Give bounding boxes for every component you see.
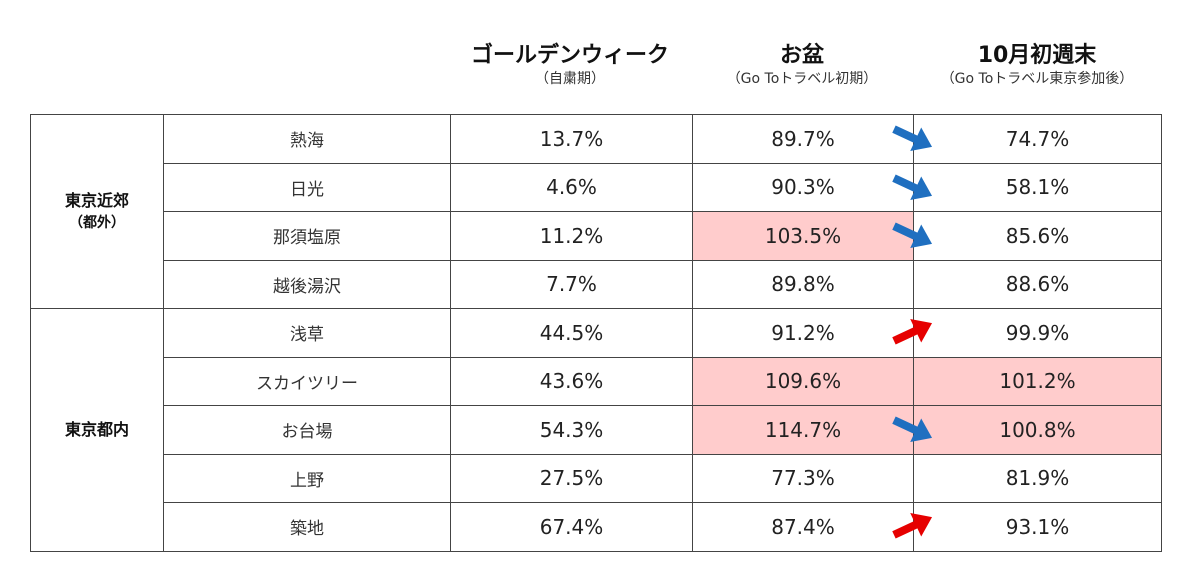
arrow-down-right-icon: [892, 416, 933, 443]
table-row: 築地 67.4% 87.4% 93.1%: [31, 502, 1162, 552]
oct-value-cell: 74.7%: [913, 114, 1162, 164]
gw-value-cell: 4.6%: [450, 162, 693, 212]
table-row: 日光 4.6% 90.3% 58.1%: [31, 162, 1162, 212]
location-name-cell: 熱海: [163, 114, 451, 164]
group-label: 東京都内: [64, 419, 129, 439]
location-name-cell: 上野: [163, 453, 451, 503]
header-gw-title: ゴールデンウィーク: [470, 43, 669, 68]
oct-value-cell: 85.6%: [913, 211, 1162, 261]
gw-value-cell: 43.6%: [450, 356, 693, 406]
obon-value-cell: 103.5%: [692, 211, 914, 261]
arrow-up-right-icon: [892, 513, 933, 539]
obon-value-cell: 89.8%: [692, 259, 914, 309]
location-name-cell: 築地: [163, 502, 451, 552]
obon-value-cell: 90.3%: [692, 162, 914, 212]
header-oct: 10月初週末 （Go Toトラベル東京参加後）: [913, 42, 1161, 88]
arrow-down-right-icon: [892, 222, 933, 249]
location-name-cell: 越後湯沢: [163, 259, 451, 309]
group-label: 東京近郊: [64, 190, 129, 210]
header-oct-sub: （Go Toトラベル東京参加後）: [940, 71, 1134, 87]
oct-value-cell: 93.1%: [913, 502, 1162, 552]
gw-value-cell: 54.3%: [450, 405, 693, 455]
header-obon-sub: （Go Toトラベル初期）: [726, 71, 878, 87]
obon-value-cell: 89.7%: [692, 114, 914, 164]
oct-value-cell: 100.8%: [913, 405, 1162, 455]
location-name-cell: 日光: [163, 162, 451, 212]
occupancy-table: 東京近郊 （都外） 熱海 13.7% 89.7% 74.7% 日光 4.6% 90.3% 58.1…: [30, 114, 1162, 552]
gw-value-cell: 7.7%: [450, 259, 693, 309]
header-gw-sub: （自粛期）: [535, 71, 605, 87]
group-sublabel: （都外）: [69, 214, 125, 231]
gw-value-cell: 13.7%: [450, 114, 693, 164]
obon-value-cell: 114.7%: [692, 405, 914, 455]
gw-value-cell: 11.2%: [450, 211, 693, 261]
group-cell: 東京近郊 （都外）: [30, 114, 164, 309]
obon-value-cell: 87.4%: [692, 502, 914, 552]
header-gw: ゴールデンウィーク （自粛期）: [450, 42, 690, 88]
location-name-cell: スカイツリー: [163, 356, 451, 406]
gw-value-cell: 27.5%: [450, 453, 693, 503]
oct-value-cell: 58.1%: [913, 162, 1162, 212]
oct-value-cell: 101.2%: [913, 356, 1162, 406]
header-obon: お盆 （Go Toトラベル初期）: [692, 42, 912, 88]
location-name-cell: 那須塩原: [163, 211, 451, 261]
oct-value-cell: 88.6%: [913, 259, 1162, 309]
location-name-cell: 浅草: [163, 308, 451, 358]
oct-value-cell: 81.9%: [913, 453, 1162, 503]
table-row: 那須塩原 11.2% 103.5% 85.6%: [31, 211, 1162, 261]
header-oct-title: 10月初週末: [977, 43, 1097, 68]
obon-value-cell: 91.2%: [692, 308, 914, 358]
gw-value-cell: 67.4%: [450, 502, 693, 552]
table-row: お台場 54.3% 114.7% 100.8%: [31, 405, 1162, 455]
gw-value-cell: 44.5%: [450, 308, 693, 358]
table-row: スカイツリー 43.6% 109.6% 101.2%: [31, 356, 1162, 406]
location-name-cell: お台場: [163, 405, 451, 455]
table-row: 上野 27.5% 77.3% 81.9%: [31, 453, 1162, 503]
group-cell: 東京都内: [30, 308, 164, 552]
table-row: 東京都内 浅草 44.5% 91.2% 99.9%: [30, 308, 1162, 552]
oct-value-cell: 99.9%: [913, 308, 1162, 358]
table-row: 東京近郊 （都外） 熱海 13.7% 89.7% 74.7%: [30, 114, 1162, 309]
obon-value-cell: 109.6%: [692, 356, 914, 406]
header-obon-title: お盆: [779, 43, 824, 68]
arrow-down-right-icon: [892, 174, 933, 200]
arrow-down-right-icon: [892, 125, 933, 152]
obon-value-cell: 77.3%: [692, 453, 914, 503]
table-row: 越後湯沢 7.7% 89.8% 88.6%: [31, 259, 1162, 309]
arrow-up-right-icon: [892, 319, 933, 345]
